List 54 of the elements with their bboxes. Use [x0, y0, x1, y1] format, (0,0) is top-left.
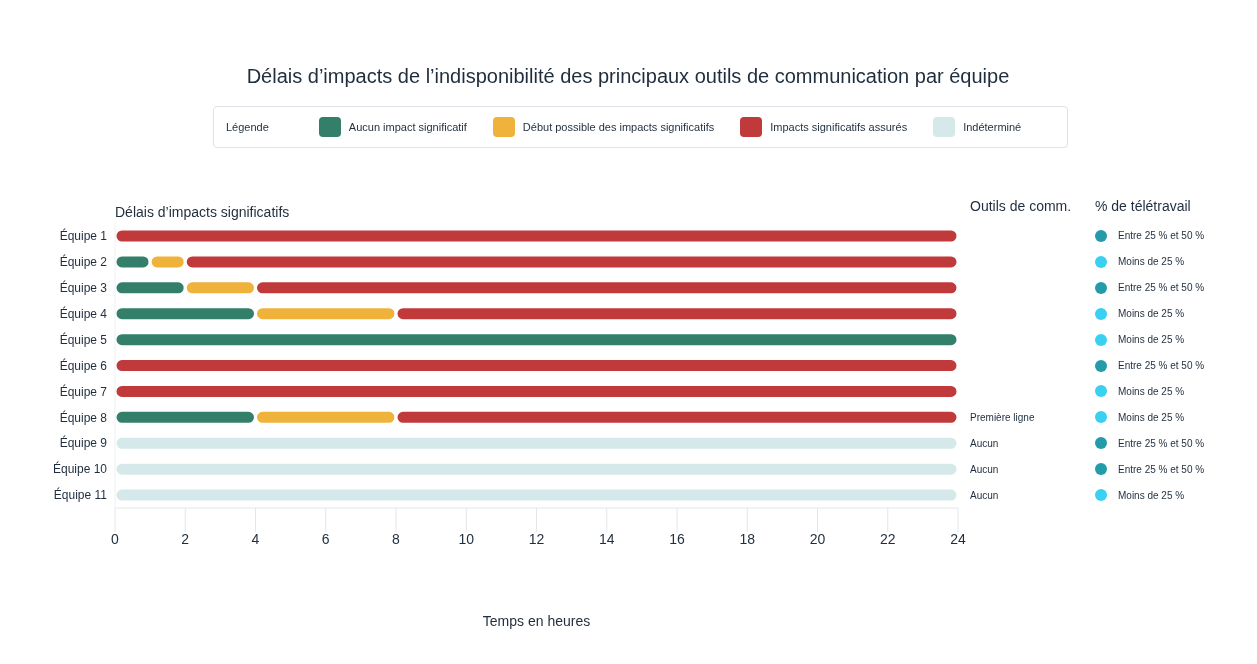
y-tick-label: Équipe 10: [52, 461, 108, 477]
x-tick-label: 24: [950, 530, 966, 547]
text: Outils de comm.: [970, 198, 1072, 214]
y-tick-label: Équipe 11: [53, 487, 108, 503]
y-tick-label: Équipe 7: [59, 383, 108, 399]
y-axis-title: Délais d’impacts significatifs: [115, 204, 290, 220]
bar: [115, 331, 958, 349]
text: Entre 25 % et 50 %: [1118, 230, 1205, 242]
y-tick-label: Équipe 1: [59, 228, 108, 244]
y-tick-label: Équipe 8: [59, 409, 108, 425]
legend-label: Début possible des impacts significatifs: [521, 120, 715, 135]
x-tick-label: 20: [809, 530, 826, 547]
x-tick-label: 14: [598, 530, 615, 547]
text: Moins de 25 %: [1118, 385, 1185, 397]
x-tick-label: 2: [181, 530, 190, 547]
x-tick-label: 10: [458, 530, 475, 547]
text: Entre 25 % et 50 %: [1118, 437, 1205, 449]
chart-title: Délais d’impacts de l’indisponibilité des principaux outils de communication par équipe: [245, 65, 1011, 88]
bar: [115, 460, 958, 478]
y-tick-label: Équipe 6: [59, 357, 108, 373]
y-tick-label: Équipe 9: [59, 435, 108, 451]
legend-title: Légende: [226, 121, 269, 133]
legend-label: Impacts significatifs assurés: [769, 120, 908, 135]
x-tick-label: 16: [669, 530, 685, 547]
text: Moins de 25 %: [1118, 489, 1185, 501]
legend-label: Indéterminé: [962, 120, 1022, 135]
text: Aucun: [970, 437, 999, 449]
text: Entre 25 % et 50 %: [1118, 282, 1205, 294]
text: Moins de 25 %: [1118, 411, 1185, 423]
x-tick-label: 0: [111, 530, 120, 547]
x-axis-title: Temps en heures: [481, 613, 592, 629]
y-tick-label: Équipe 2: [59, 254, 108, 270]
bar: [115, 486, 958, 504]
bar: [115, 434, 958, 452]
bar: [115, 227, 958, 245]
text: Moins de 25 %: [1118, 334, 1185, 346]
y-tick-label: Équipe 4: [59, 305, 108, 321]
y-tick-label: Équipe 5: [59, 331, 108, 347]
text: Entre 25 % et 50 %: [1118, 360, 1205, 371]
text: Entre 25 % et 50 %: [1118, 463, 1205, 475]
x-tick-label: 12: [528, 530, 545, 547]
x-tick-label: 6: [321, 530, 330, 547]
text: Première ligne: [970, 411, 1035, 423]
text: Moins de 25 %: [1118, 256, 1185, 268]
text: % de télétravail: [1095, 198, 1191, 214]
text: Aucun: [970, 463, 999, 475]
x-tick-label: 4: [251, 530, 260, 547]
text: Aucun: [970, 489, 999, 501]
y-tick-label: Équipe 3: [59, 280, 108, 296]
x-tick-label: 18: [739, 530, 756, 547]
text: Moins de 25 %: [1118, 308, 1185, 320]
legend-label: Aucun impact significatif: [347, 120, 467, 135]
x-tick-label: 22: [879, 530, 896, 547]
x-tick-label: 8: [392, 530, 401, 547]
